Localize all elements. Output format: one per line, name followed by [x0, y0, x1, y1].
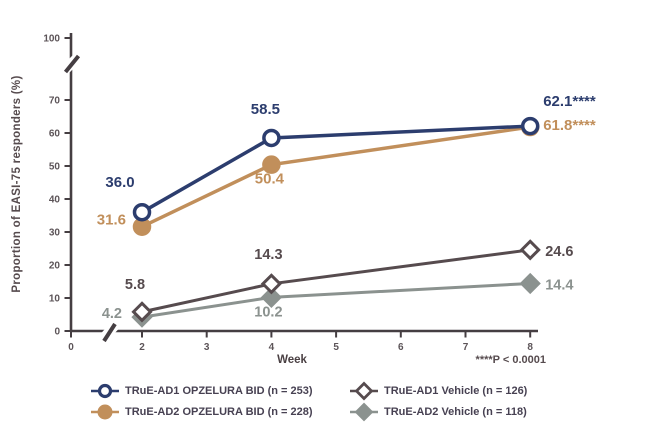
- data-point-label: 10.2: [254, 304, 282, 320]
- chart-legend: TRuE-AD1 OPZELURA BID (n = 253) TRuE-AD2…: [88, 380, 527, 422]
- y-tick-label: 40: [49, 195, 61, 206]
- data-point-marker: [519, 272, 541, 295]
- y-tick-label: 50: [49, 162, 61, 173]
- y-tick-label: 70: [49, 96, 61, 107]
- x-tick-label: 7: [463, 342, 469, 353]
- legend-label-true-ad2-opzelura: TRuE-AD2 OPZELURA BID (n = 228): [125, 405, 313, 418]
- x-tick-label: 2: [139, 342, 145, 353]
- data-point-marker: [262, 155, 281, 174]
- data-point-marker: [260, 273, 283, 295]
- y-tick-label: 10: [49, 294, 61, 305]
- data-point-marker: [519, 239, 541, 261]
- data-point-marker: [132, 202, 152, 222]
- y-tick-label: 60: [49, 129, 61, 140]
- legend-label-true-ad2-vehicle: TRuE-AD2 Vehicle (n = 118): [384, 405, 527, 418]
- y-axis-title: Proportion of EASI-75 responders (%): [11, 75, 23, 292]
- x-tick-label: 0: [68, 342, 74, 353]
- legend-item-true-ad2-vehicle: TRuE-AD2 Vehicle (n = 118): [347, 401, 527, 422]
- data-point-label: 62.1****: [543, 93, 596, 110]
- data-point-marker: [260, 286, 283, 308]
- y-axis-break-slash: [63, 54, 81, 74]
- data-point-label: 4.2: [102, 306, 122, 322]
- x-tick-label: 6: [398, 342, 404, 353]
- data-point-label: 5.8: [125, 277, 145, 293]
- x-tick-label: 3: [204, 342, 210, 353]
- filled-diamond-marker-icon: [350, 402, 378, 421]
- data-point-label: 31.6: [97, 212, 126, 229]
- open-diamond-marker-icon: [350, 381, 378, 400]
- data-point-marker: [262, 128, 281, 148]
- data-point-label: 14.3: [254, 247, 282, 263]
- legend-label-true-ad1-vehicle: TRuE-AD1 Vehicle (n = 126): [384, 384, 528, 397]
- y-tick-label: 0: [54, 327, 60, 338]
- data-point-label: 50.4: [255, 171, 285, 188]
- x-tick-label: 4: [269, 342, 275, 353]
- x-tick-label: 5: [333, 342, 339, 353]
- legend-column-opzelura: TRuE-AD1 OPZELURA BID (n = 253) TRuE-AD2…: [88, 380, 333, 422]
- filled-circle-marker-icon: [91, 404, 119, 419]
- legend-item-true-ad1-opzelura: TRuE-AD1 OPZELURA BID (n = 253): [88, 380, 333, 401]
- legend-label-true-ad1-opzelura: TRuE-AD1 OPZELURA BID (n = 253): [125, 384, 313, 397]
- data-point-label: 36.0: [105, 174, 134, 191]
- y-tick-label: 20: [49, 261, 61, 272]
- legend-item-true-ad1-vehicle: TRuE-AD1 Vehicle (n = 126): [347, 380, 527, 401]
- x-axis-break-slash: [102, 322, 117, 343]
- y-tick-label: 30: [49, 228, 61, 239]
- significance-footnote: ****P < 0.0001: [476, 354, 546, 366]
- series-line: [141, 248, 531, 314]
- legend-item-true-ad2-opzelura: TRuE-AD2 OPZELURA BID (n = 228): [88, 401, 333, 422]
- data-point-label: 14.4: [545, 277, 573, 293]
- data-point-label: 61.8****: [543, 117, 596, 134]
- y-tick-label: 100: [43, 34, 60, 45]
- data-point-marker: [520, 116, 540, 136]
- x-tick-label: 8: [527, 342, 533, 353]
- x-axis-title: Week: [277, 354, 307, 366]
- plot-area: 0 10 20 30 40 50 60 70 100 0 2 3 4 5 6 7 8 4.2 10.2 14.4 5.8…: [43, 33, 596, 353]
- open-circle-marker-icon: [91, 383, 119, 398]
- data-point-label: 24.6: [545, 244, 573, 260]
- legend-column-vehicle: TRuE-AD1 Vehicle (n = 126) TRuE-AD2 Vehi…: [347, 380, 527, 422]
- data-point-label: 58.5: [251, 101, 280, 118]
- line-chart: Proportion of EASI-75 responders (%) Wee…: [11, 33, 596, 366]
- data-point-marker: [132, 217, 152, 236]
- data-point-marker: [131, 301, 153, 323]
